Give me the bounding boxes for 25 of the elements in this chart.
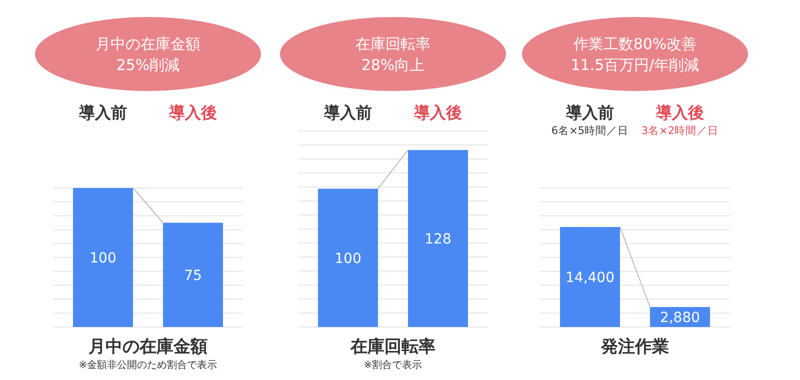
chart-subtitle: 25%削減 bbox=[116, 56, 180, 74]
x-tick-label: 導入前 bbox=[78, 103, 127, 122]
data-label: 100 bbox=[90, 250, 116, 266]
x-axis-title: 月中の在庫金額 bbox=[88, 337, 208, 357]
text: ※割合で表示 bbox=[364, 359, 422, 371]
x-tick-label: 導入後 bbox=[413, 103, 462, 122]
text: ※金額非公開のため割合で表示 bbox=[78, 359, 218, 371]
x-tick-label: 導入後 bbox=[168, 103, 217, 122]
x-tick-label: 導入後 bbox=[655, 103, 704, 122]
x-tick-label: 導入前 bbox=[323, 103, 372, 122]
data-label: 100 bbox=[334, 250, 362, 267]
chart-title: 作業工数80%改善 bbox=[572, 35, 697, 53]
text: 3名×2時間／日 bbox=[641, 124, 719, 137]
text: 6名×5時間／日 bbox=[551, 124, 629, 137]
data-label: 14,400 bbox=[566, 270, 614, 286]
chart-title: 月中の在庫金額 bbox=[96, 35, 200, 53]
data-label: 2,880 bbox=[660, 310, 700, 326]
x-axis-title: 在庫回転率 bbox=[350, 337, 436, 357]
x-axis-title: 発注作業 bbox=[600, 337, 669, 357]
chart-title: 在庫回転率 bbox=[356, 35, 430, 53]
data-label: 75 bbox=[184, 268, 202, 284]
data-label: 128 bbox=[424, 232, 452, 248]
chart-subtitle: 11.5百万円/年削減 bbox=[570, 56, 700, 74]
chart-subtitle: 28%向上 bbox=[361, 56, 425, 74]
x-tick-label: 導入前 bbox=[565, 103, 614, 122]
